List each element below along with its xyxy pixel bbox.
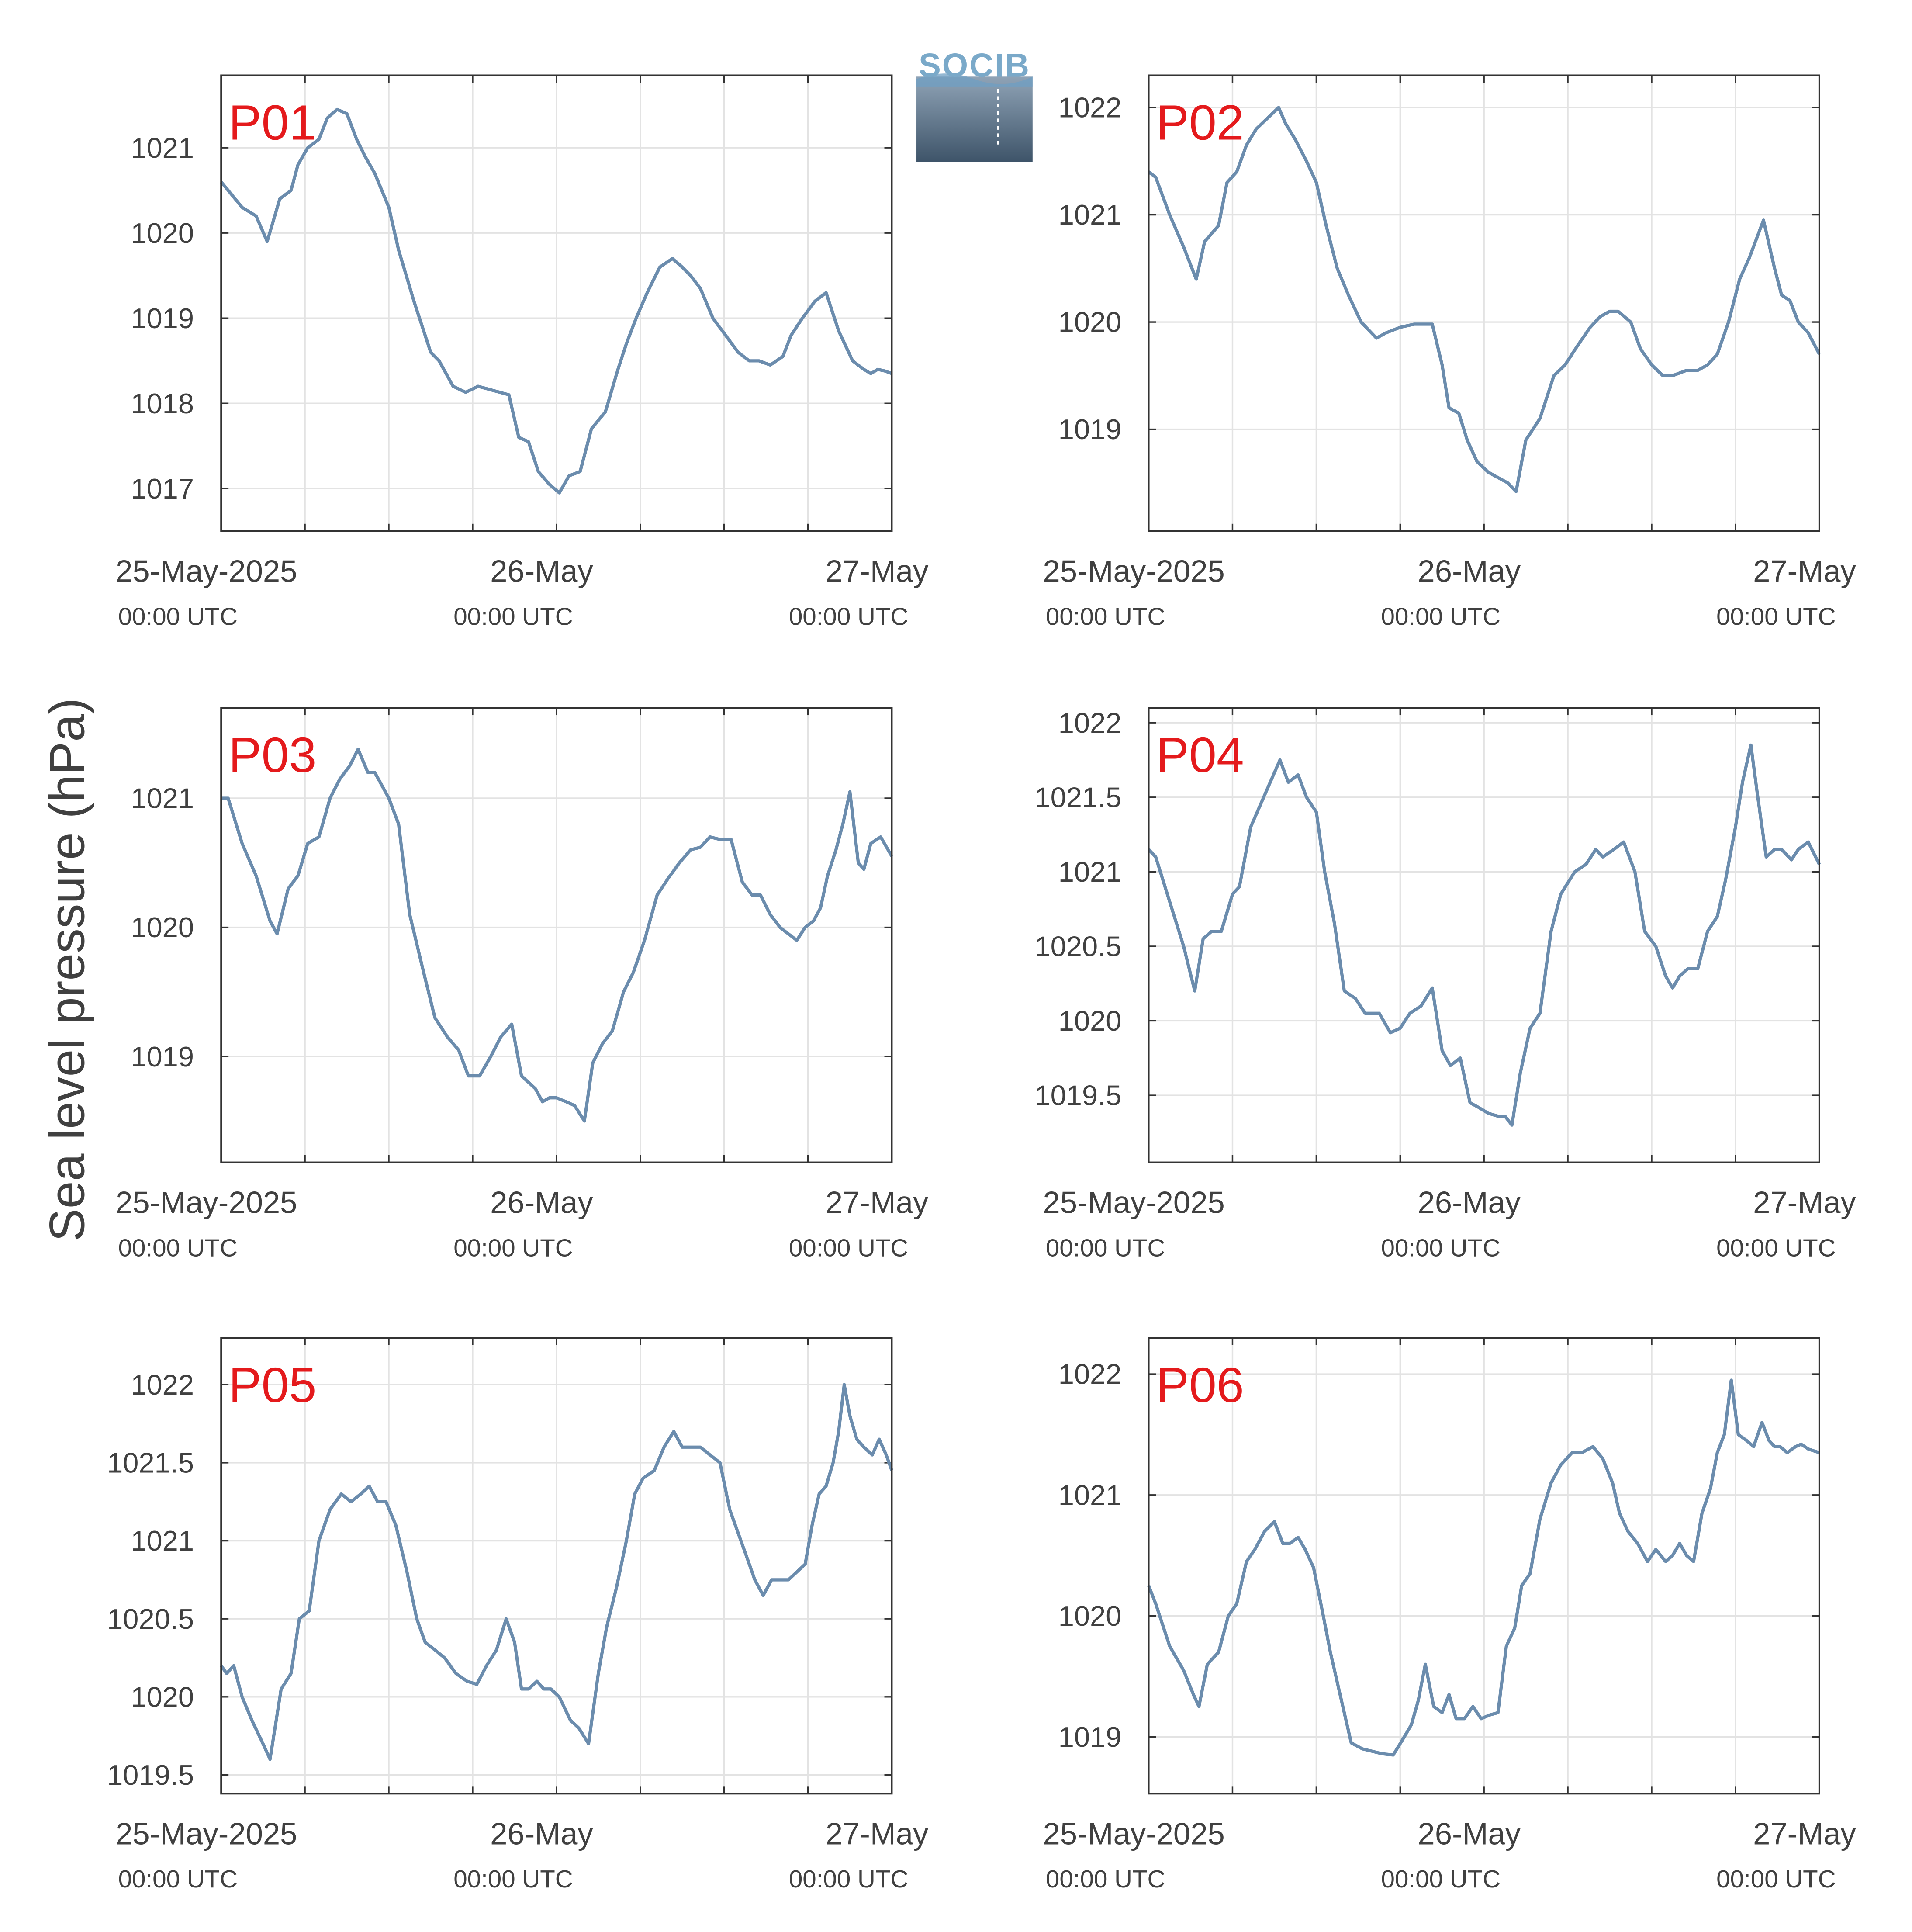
x-tick-label-date: 25-May-2025 [1043, 1816, 1224, 1851]
y-tick-label: 1021.5 [107, 1447, 194, 1478]
y-tick-label: 1019 [131, 302, 194, 334]
panel-label: P05 [228, 1357, 316, 1413]
x-tick-label-time: 00:00 UTC [1716, 603, 1836, 630]
x-tick-label-date: 27-May [1753, 554, 1856, 589]
x-tick-label-date: 26-May [1418, 1185, 1521, 1219]
y-axis-label: Sea level pressure (hPa) [39, 698, 94, 1241]
x-tick-label-time: 00:00 UTC [118, 1865, 238, 1893]
x-tick-label-date: 26-May [490, 1185, 593, 1219]
y-tick-label: 1021 [1058, 856, 1122, 888]
x-tick-label-time: 00:00 UTC [1716, 1234, 1836, 1261]
y-tick-label: 1020 [1058, 306, 1122, 338]
logo-gradient-block [916, 76, 1033, 162]
series-line-p06 [1147, 1378, 1820, 1757]
panel-label: P03 [228, 727, 316, 782]
x-tick-label-date: 26-May [1418, 554, 1521, 589]
x-tick-label-date: 25-May-2025 [1043, 1185, 1224, 1219]
x-tick-label-time: 00:00 UTC [789, 603, 908, 630]
series-line-p05 [220, 1383, 893, 1761]
y-tick-label: 1019 [1058, 413, 1122, 445]
panel-p03: 1019 1020 1021 P03 25-May-2025 00:00 UTC 26-Ma… [115, 707, 929, 1261]
y-tick-label: 1020.5 [1035, 931, 1122, 963]
x-tick-label-time: 00:00 UTC [1716, 1865, 1836, 1893]
socib-logo: SOCIB [916, 47, 1033, 162]
x-tick-label-date: 25-May-2025 [115, 554, 297, 589]
series-line-p03 [221, 748, 893, 1123]
x-tick-label-time: 00:00 UTC [1046, 1234, 1165, 1261]
x-tick-label-time: 00:00 UTC [453, 603, 573, 630]
y-tick-label: 1020 [1058, 1005, 1122, 1037]
x-tick-label-time: 00:00 UTC [453, 1865, 573, 1893]
y-tick-label: 1022 [1058, 707, 1122, 739]
x-tick-label-time: 00:00 UTC [1381, 603, 1501, 630]
y-tick-label: 1018 [131, 388, 194, 419]
axes-frame [1148, 74, 1820, 532]
axes-frame [220, 707, 893, 1163]
x-tick-label-time: 00:00 UTC [1046, 1865, 1165, 1893]
x-tick-label-time: 00:00 UTC [118, 603, 238, 630]
y-tick-label: 1020 [1058, 1600, 1122, 1632]
x-tick-label-date: 27-May [826, 1816, 929, 1851]
y-tick-label: 1019.5 [1035, 1080, 1122, 1111]
x-tick-label-time: 00:00 UTC [453, 1234, 573, 1261]
panel-p05: 1019.5 1020 1020.5 1021 1021.5 1022 P05 25-May-… [107, 1337, 929, 1893]
panel-p02: 1019 1020 1021 1022 P02 25-May-2025 00:00 UTC 2… [1043, 74, 1856, 630]
y-tick-label: 1019 [131, 1041, 194, 1073]
y-tick-label: 1021 [1058, 1479, 1122, 1511]
x-tick-label-date: 27-May [1753, 1816, 1856, 1851]
x-tick-label-time: 00:00 UTC [789, 1234, 908, 1261]
y-tick-label: 1019.5 [107, 1759, 194, 1791]
axes-frame [220, 74, 893, 532]
logo-text: SOCIB [919, 47, 1030, 84]
axes-frame [1148, 1337, 1820, 1795]
y-tick-label: 1022 [1058, 1358, 1122, 1390]
x-tick-label-date: 26-May [1418, 1816, 1521, 1851]
x-tick-label-date: 27-May [826, 554, 929, 589]
x-tick-label-date: 26-May [490, 1816, 593, 1851]
logo-wave [916, 73, 1033, 87]
y-tick-label: 1020 [131, 911, 194, 943]
series-line-p02 [1148, 106, 1821, 493]
panel-p01: 1017 1018 1019 1020 1021 P01 25-May-2025 00:00 … [115, 74, 929, 630]
panel-label: P04 [1156, 727, 1244, 782]
y-tick-label: 1022 [131, 1369, 194, 1401]
x-tick-label-date: 25-May-2025 [115, 1185, 297, 1219]
series-line-p01 [220, 107, 892, 495]
y-tick-label: 1020 [131, 1681, 194, 1713]
axes-frame [1148, 707, 1820, 1163]
y-tick-label: 1020.5 [107, 1603, 194, 1635]
y-tick-label: 1021 [131, 1525, 194, 1557]
panel-label: P06 [1156, 1357, 1244, 1413]
x-tick-label-time: 00:00 UTC [1046, 603, 1165, 630]
panel-label: P02 [1156, 95, 1244, 150]
y-tick-label: 1017 [131, 473, 194, 505]
panel-p06: 1019 1020 1021 1022 P06 25-May-2025 00:00 UTC 2… [1043, 1337, 1856, 1893]
panel-p04: 1019.5 1020 1020.5 1021 1021.5 1022 P04 25-May-… [1035, 707, 1857, 1262]
y-tick-label: 1021.5 [1035, 781, 1122, 813]
x-tick-label-date: 25-May-2025 [115, 1816, 297, 1851]
x-tick-label-time: 00:00 UTC [789, 1865, 908, 1893]
x-tick-label-time: 00:00 UTC [118, 1234, 238, 1261]
x-tick-label-time: 00:00 UTC [1381, 1234, 1501, 1261]
x-tick-label-date: 25-May-2025 [1043, 554, 1224, 589]
axes-frame [220, 1337, 893, 1795]
y-tick-label: 1021 [131, 132, 194, 164]
panel-label: P01 [228, 95, 316, 150]
x-tick-label-date: 27-May [826, 1185, 929, 1219]
x-tick-label-date: 27-May [1753, 1185, 1856, 1219]
series-line-p04 [1147, 743, 1821, 1127]
x-tick-label-date: 26-May [490, 554, 593, 589]
y-tick-label: 1020 [131, 217, 194, 249]
y-tick-label: 1022 [1058, 92, 1122, 124]
x-tick-label-time: 00:00 UTC [1381, 1865, 1501, 1893]
y-tick-label: 1021 [131, 782, 194, 814]
y-tick-label: 1019 [1058, 1721, 1122, 1753]
y-tick-label: 1021 [1058, 199, 1122, 231]
